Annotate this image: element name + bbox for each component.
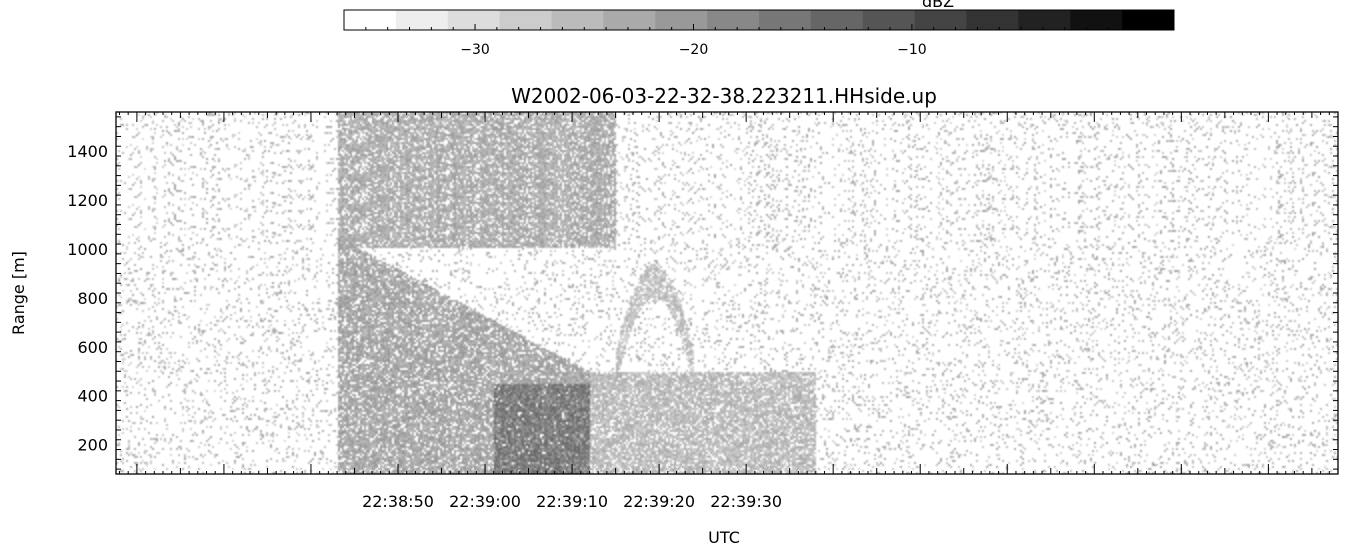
reflectivity-heatmap [116, 112, 1338, 474]
y-tick-label: 600 [77, 338, 108, 357]
y-tick-label: 800 [77, 289, 108, 308]
x-tick-label: 22:39:00 [449, 492, 521, 511]
y-tick-label: 400 [77, 387, 108, 406]
colorbar-swatch [914, 10, 967, 30]
colorbar-tick-label: −10 [897, 42, 927, 58]
x-axis-label: UTC [708, 528, 740, 547]
plot-area [115, 111, 1339, 475]
colorbar-swatch [862, 10, 916, 30]
y-axis: 200 400 600 800 1000 1200 1400 [67, 116, 1338, 470]
colorbar-swatch [447, 10, 501, 30]
colorbar-ticks: −30 −20 −10 [343, 24, 1175, 58]
colorbar-tick-label: −20 [679, 42, 709, 58]
y-tick-label: 200 [77, 436, 108, 455]
colorbar-label: dBZ [922, 0, 954, 11]
colorbar-swatch [759, 10, 812, 30]
x-tick-label: 22:38:50 [362, 492, 434, 511]
colorbar-swatch [344, 10, 397, 30]
colorbar-tick-label: −30 [460, 42, 490, 58]
y-tick-label: 1400 [67, 142, 108, 161]
colorbar-swatch [810, 10, 864, 30]
colorbar [343, 9, 1175, 31]
colorbar-swatch [1122, 10, 1175, 30]
colorbar-swatch [499, 10, 552, 30]
x-tick-label: 22:39:20 [623, 492, 695, 511]
y-tick-label: 1200 [67, 191, 108, 210]
colorbar-swatch [966, 10, 1019, 30]
colorbar-swatch [551, 10, 604, 30]
y-axis-label: Range [m] [9, 251, 28, 335]
y-tick-label: 1000 [67, 240, 108, 259]
x-axis: 22:38:50 22:39:00 22:39:10 22:39:20 22:39:30 [118, 112, 1339, 511]
chart-title: W2002-06-03-22-32-38.223211.HHside.up [511, 84, 937, 108]
colorbar-swatch [1070, 10, 1123, 30]
colorbar-swatch [395, 10, 449, 30]
colorbar-swatch [707, 10, 760, 30]
colorbar-swatch [1018, 10, 1071, 30]
x-tick-label: 22:39:10 [536, 492, 608, 511]
colorbar-swatch [655, 10, 708, 30]
x-tick-label: 22:39:30 [710, 492, 782, 511]
colorbar-swatch [603, 10, 656, 30]
